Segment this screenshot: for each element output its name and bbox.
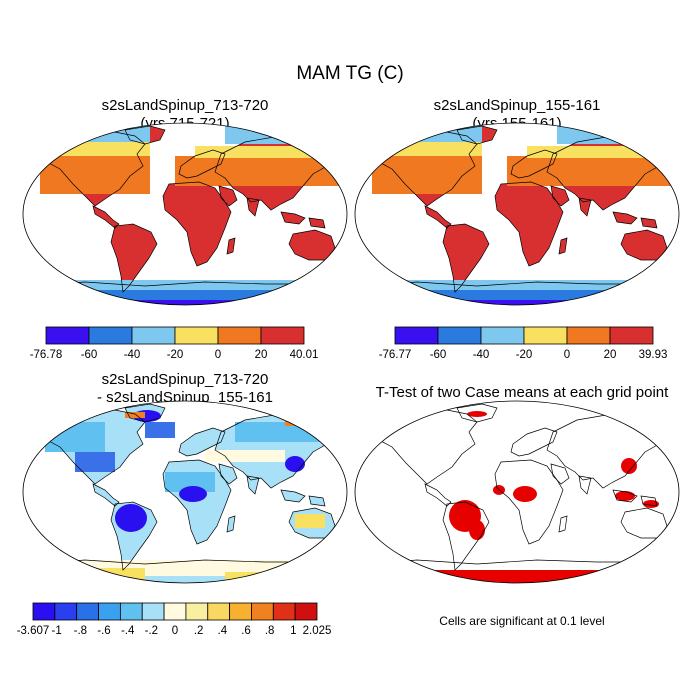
colorbar-swatch	[54, 602, 78, 621]
map-frame	[354, 400, 680, 584]
colorbar-tick-label: 0	[172, 625, 178, 637]
colorbar-tick-label: 0	[215, 349, 221, 361]
colorbar-tick-label: -20	[167, 349, 184, 361]
colorbar-swatch	[141, 602, 165, 621]
colorbar-swatch	[174, 326, 219, 345]
colorbar-tick-label: -40	[124, 349, 141, 361]
colorbar-swatch	[523, 326, 568, 345]
colorbar-tick-label: -60	[81, 349, 98, 361]
colorbar-tick-label: -.6	[97, 625, 110, 637]
colorbar-tick-label: 20	[255, 349, 268, 361]
colorbar-swatch	[609, 326, 654, 345]
colorbar-swatch	[566, 326, 611, 345]
map-panel-diff	[23, 401, 347, 583]
colorbar-swatch	[260, 326, 305, 345]
colorbar-tick-label: -60	[430, 349, 447, 361]
colorbar-tick-label: -3.607	[17, 625, 50, 637]
map-frame	[354, 122, 680, 306]
map-frame	[22, 122, 348, 306]
map-frame	[22, 400, 348, 584]
colorbar-swatch	[272, 602, 296, 621]
colorbar-tick-label: -40	[473, 349, 490, 361]
colorbar-tick-label: 20	[604, 349, 617, 361]
colorbar-case2: -76.77 -60 -40 -20 0 20 39.93	[379, 326, 668, 361]
colorbar-swatch	[131, 326, 176, 345]
panel-title-ttest: T-Test of two Case means at each grid po…	[352, 384, 692, 402]
colorbar-tick-label: -76.77	[379, 349, 412, 361]
colorbar-tick-label: 40.01	[290, 349, 319, 361]
colorbar-tick-label: .2	[194, 625, 204, 637]
panel-title-line1: T-Test of two Case means at each grid po…	[375, 384, 669, 401]
colorbar-swatch	[88, 326, 133, 345]
colorbar-swatch	[45, 326, 90, 345]
colorbar-swatch	[394, 326, 439, 345]
figure-title: MAM TG (C)	[296, 63, 404, 84]
panel-title-line1: s2sLandSpinup_713-720	[101, 371, 269, 388]
colorbar-swatch	[163, 602, 187, 621]
colorbar-swatch	[185, 602, 209, 621]
colorbar-swatch	[251, 602, 274, 621]
colorbar-tick-label: .4	[218, 625, 228, 637]
significance-note: Cells are significant at 0.1 level	[439, 614, 605, 628]
colorbar-tick-label: 1	[290, 625, 296, 637]
colorbar-diff: -3.607 -1 -.8 -.6 -.4 -.2 0 .2 .4 .6 .8 1 2.025	[17, 602, 332, 637]
colorbar-swatch	[217, 326, 262, 345]
colorbar-swatch	[294, 602, 318, 621]
panel-title-line1: s2sLandSpinup_155-161	[433, 97, 601, 114]
colorbar-swatch	[437, 326, 482, 345]
map-panel-case1	[23, 123, 347, 305]
colorbar-tick-label: .6	[241, 625, 251, 637]
colorbar-swatch	[98, 602, 121, 621]
map-panel-case2	[355, 123, 679, 305]
map-panel-ttest	[355, 401, 679, 583]
colorbar-swatch	[229, 602, 252, 621]
colorbar-swatch	[480, 326, 525, 345]
colorbar-tick-label: -.2	[145, 625, 158, 637]
colorbar-tick-label: -.8	[74, 625, 87, 637]
colorbar-tick-label: -76.78	[30, 349, 63, 361]
colorbar-swatch	[207, 602, 231, 621]
colorbar-swatch	[119, 602, 143, 621]
colorbar-case1: -76.78 -60 -40 -20 0 20 40.01	[30, 326, 319, 361]
colorbar-tick-label: -1	[52, 625, 62, 637]
colorbar-tick-label: .8	[265, 625, 275, 637]
colorbar-tick-label: 0	[564, 349, 570, 361]
panel-title-line2: - s2sLandSpinup_155-161	[97, 389, 273, 406]
colorbar-tick-label: 39.93	[639, 349, 668, 361]
colorbar-swatch	[76, 602, 99, 621]
colorbar-tick-label: -20	[516, 349, 533, 361]
colorbar-swatch	[32, 602, 56, 621]
colorbar-tick-label: 2.025	[303, 625, 332, 637]
colorbar-tick-label: -.4	[121, 625, 135, 637]
panel-title-diff: s2sLandSpinup_713-720 - s2sLandSpinup_15…	[20, 371, 350, 407]
panel-title-line1: s2sLandSpinup_713-720	[101, 97, 269, 114]
